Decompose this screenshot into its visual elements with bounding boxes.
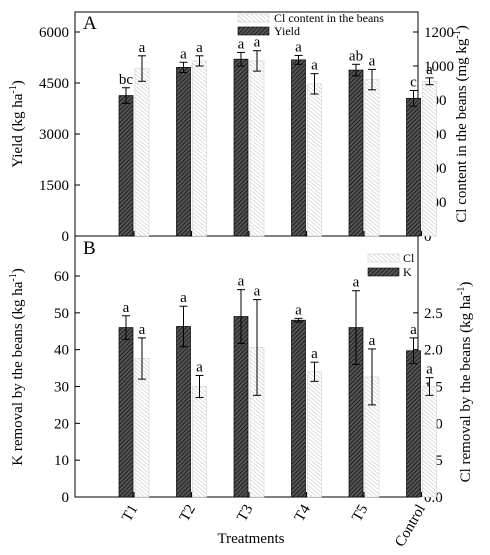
panel-b-significance-letter: a bbox=[139, 322, 146, 338]
x-tick-label: T4 bbox=[292, 502, 314, 525]
legend-b: Cl K bbox=[367, 251, 415, 279]
panel-b-bar-k bbox=[406, 350, 421, 498]
panel-a-significance-letter: a bbox=[295, 39, 302, 55]
legend-label-k: K bbox=[403, 265, 412, 279]
panel-b-bar-k bbox=[176, 326, 191, 498]
x-tick-label: T3 bbox=[234, 502, 256, 524]
legend-label-yield: Yield bbox=[274, 24, 300, 38]
panel-b-y2-axis-label: Cl removal by the beans (kg ha-1) bbox=[456, 282, 474, 483]
panel-a-significance-letter: a bbox=[426, 62, 433, 78]
panel-a-bar-cl-content-in-the-beans bbox=[422, 81, 437, 237]
panel-b-bar-cl bbox=[307, 371, 322, 498]
legend-a: Cl content in the beans Yield bbox=[237, 11, 384, 38]
panel-a-bar-yield bbox=[348, 69, 364, 237]
panel-a-bar-yield bbox=[406, 97, 421, 237]
panel-b-bar-cl bbox=[422, 386, 437, 498]
panel-b-y-tick-label: 40 bbox=[54, 343, 69, 359]
panel-a-significance-letter: bc bbox=[119, 72, 134, 88]
panel-b-y-tick-label: 60 bbox=[54, 269, 69, 285]
legend-swatch-yield bbox=[237, 26, 270, 36]
panel-a-y2-tick-label: 1200 bbox=[424, 25, 454, 41]
panel-b-y-axis-label: K removal by the beans (kg ha-1) bbox=[8, 268, 26, 465]
panel-a-y-tick-label: 0 bbox=[62, 229, 70, 245]
panel-b-y2-tick-label: 2.0 bbox=[424, 343, 443, 359]
panel-a-significance-letter: a bbox=[311, 58, 318, 74]
panel-b-y-tick-label: 10 bbox=[54, 453, 69, 469]
panel-b-significance-letter: a bbox=[123, 300, 130, 316]
panel-b-significance-letter: a bbox=[196, 359, 203, 375]
panel-a-y2-tick-label: 0 bbox=[424, 229, 432, 245]
panel-a-y-tick-label: 6000 bbox=[39, 25, 69, 41]
panel-a-significance-letter: a bbox=[180, 46, 187, 62]
panel-a-y-tick-label: 4500 bbox=[39, 76, 69, 92]
panel-b-bar-k bbox=[118, 327, 134, 498]
panel-b-significance-letter: a bbox=[426, 362, 433, 378]
panel-a-bar-cl-content-in-the-beans bbox=[364, 79, 380, 237]
panel-b-significance-letter: a bbox=[238, 274, 245, 290]
panel-a-bar-cl-content-in-the-beans bbox=[134, 68, 150, 237]
legend-label-cl-content: Cl content in the beans bbox=[274, 11, 384, 25]
panel-b-significance-letter: a bbox=[369, 333, 376, 349]
panel-a-significance-letter: a bbox=[369, 53, 376, 69]
panel-a-bar-yield bbox=[233, 58, 249, 237]
panel-a-bar-yield bbox=[176, 67, 191, 237]
panel-a-significance-letter: a bbox=[254, 35, 261, 51]
panel-b-significance-letter: a bbox=[410, 322, 417, 338]
panel-a-bar-yield bbox=[291, 59, 306, 237]
panel-a-significance-letter: ab bbox=[349, 48, 363, 64]
legend-swatch-k bbox=[367, 267, 400, 277]
panel-a-y-tick-label: 3000 bbox=[39, 127, 69, 143]
x-tick-label: T5 bbox=[349, 502, 371, 524]
panel-a-letter: A bbox=[83, 13, 97, 34]
panel-b-letter: B bbox=[83, 238, 96, 259]
panel-a-y2-tick-label: 1000 bbox=[424, 59, 454, 75]
panel-b-significance-letter: a bbox=[180, 290, 187, 306]
panel-a-y-axis-label: Yield (kg ha-1) bbox=[8, 80, 26, 168]
panel-b-y-tick-label: 30 bbox=[54, 380, 69, 396]
panel-b-y-tick-label: 50 bbox=[54, 306, 69, 322]
x-axis-label: Treatments bbox=[218, 531, 285, 547]
panel-b-significance-letter: a bbox=[353, 275, 360, 291]
legend-swatch-cl bbox=[367, 253, 400, 263]
panel-b-significance-letter: a bbox=[254, 284, 261, 300]
panel-b-bar-k bbox=[291, 319, 306, 498]
panel-a-bar-cl-content-in-the-beans bbox=[249, 60, 265, 237]
panel-b-y-tick-label: 20 bbox=[54, 416, 69, 432]
panel-a-y2-axis-label: Cl content in the beans (mg kg-1) bbox=[452, 25, 470, 222]
x-tick-label: Control bbox=[392, 502, 429, 550]
panel-b-y-tick-label: 0 bbox=[62, 490, 70, 506]
panel-a-bar-yield bbox=[118, 95, 134, 237]
x-tick-label: T2 bbox=[177, 502, 199, 524]
panel-a-y-tick-label: 1500 bbox=[39, 178, 69, 194]
chart-marks: 01500300045006000020040060080010001200bc… bbox=[39, 25, 454, 550]
panel-a-significance-letter: a bbox=[196, 40, 203, 56]
panel-b-significance-letter: a bbox=[311, 346, 318, 362]
panel-a-bar-cl-content-in-the-beans bbox=[192, 60, 207, 237]
panel-a-significance-letter: a bbox=[238, 36, 245, 52]
panel-b-bar-cl bbox=[192, 386, 207, 498]
legend-label-cl: Cl bbox=[403, 251, 415, 265]
legend-swatch-cl-content bbox=[237, 13, 270, 23]
panel-a-significance-letter: c bbox=[410, 74, 417, 90]
panel-a-significance-letter: a bbox=[139, 40, 146, 56]
x-tick-label: T1 bbox=[119, 502, 141, 524]
panel-a-bar-cl-content-in-the-beans bbox=[307, 83, 322, 237]
panel-b-significance-letter: a bbox=[295, 302, 302, 318]
panel-b-y2-tick-label: 2.5 bbox=[424, 306, 443, 322]
